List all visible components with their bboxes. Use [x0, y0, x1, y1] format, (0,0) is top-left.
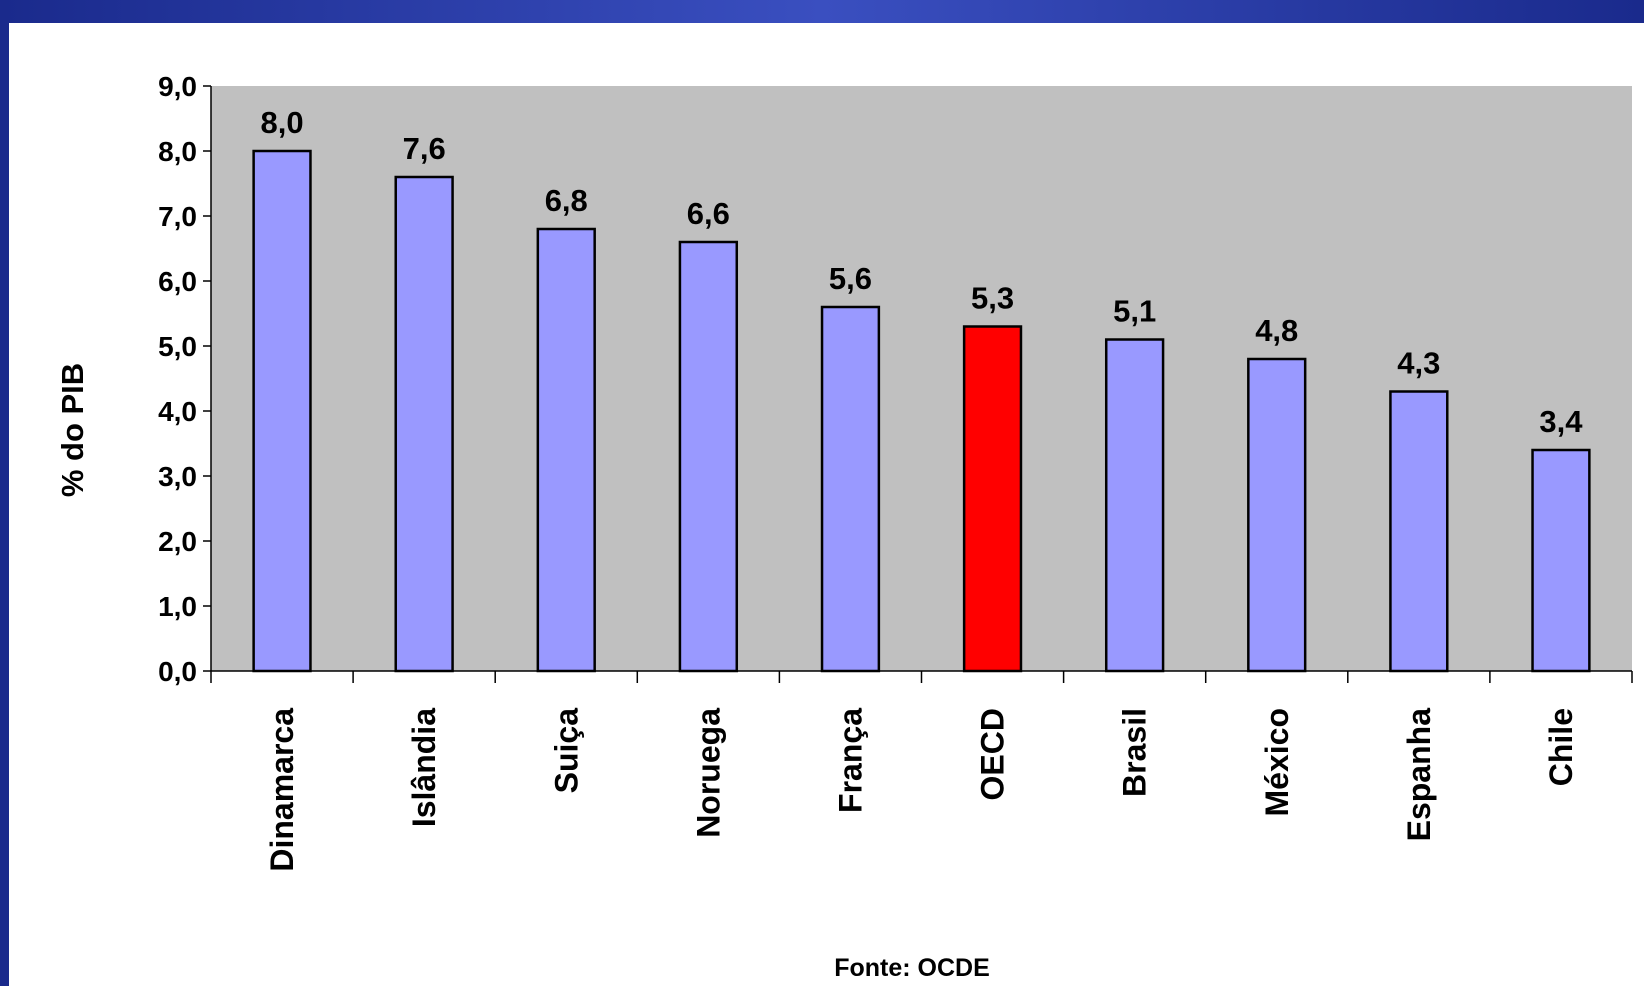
value-label: 7,6 — [403, 131, 446, 166]
bar — [962, 325, 1023, 673]
y-tick-label: 9,0 — [158, 71, 197, 102]
x-tick-label: Dinamarca — [264, 708, 300, 872]
value-label: 6,8 — [545, 183, 588, 218]
y-tick-label: 8,0 — [158, 136, 197, 167]
value-label: 5,6 — [829, 261, 872, 296]
x-tick-label: Espanha — [1401, 708, 1437, 842]
value-label: 5,1 — [1113, 294, 1156, 329]
value-label: 5,3 — [971, 281, 1014, 316]
bar — [394, 175, 454, 673]
y-tick-label: 3,0 — [158, 461, 197, 492]
x-tick-label: Islândia — [406, 708, 442, 827]
bar — [1389, 390, 1449, 673]
value-label: 8,0 — [260, 105, 303, 140]
x-tick-label: México — [1259, 708, 1295, 816]
bar — [252, 149, 312, 673]
bar — [1104, 338, 1165, 673]
x-tick-label: Brasil — [1117, 708, 1153, 797]
y-tick-label: 4,0 — [158, 396, 197, 427]
bar — [820, 305, 881, 673]
y-tick-label: 7,0 — [158, 201, 197, 232]
y-tick-label: 6,0 — [158, 266, 197, 297]
bar — [1531, 448, 1591, 673]
y-tick-label: 2,0 — [158, 526, 197, 557]
source-note: Fonte: OCDE — [834, 954, 990, 982]
x-tick-label: OECD — [975, 708, 1011, 800]
x-tick-label: Noruega — [690, 708, 726, 838]
bar — [1247, 357, 1307, 673]
value-label: 3,4 — [1539, 404, 1583, 439]
y-tick-label: 0,0 — [158, 656, 197, 687]
bar — [678, 240, 739, 673]
x-tick-label: Suiça — [548, 708, 584, 794]
y-axis-label: % do PIB — [55, 363, 90, 497]
y-tick-label: 5,0 — [158, 331, 197, 362]
x-tick-label: Chile — [1543, 708, 1579, 786]
value-label: 6,6 — [687, 196, 730, 231]
x-tick-label: França — [832, 708, 868, 813]
value-label: 4,3 — [1397, 346, 1440, 381]
value-label: 4,8 — [1255, 313, 1298, 348]
y-tick-label: 1,0 — [158, 591, 197, 622]
bar — [536, 227, 596, 673]
